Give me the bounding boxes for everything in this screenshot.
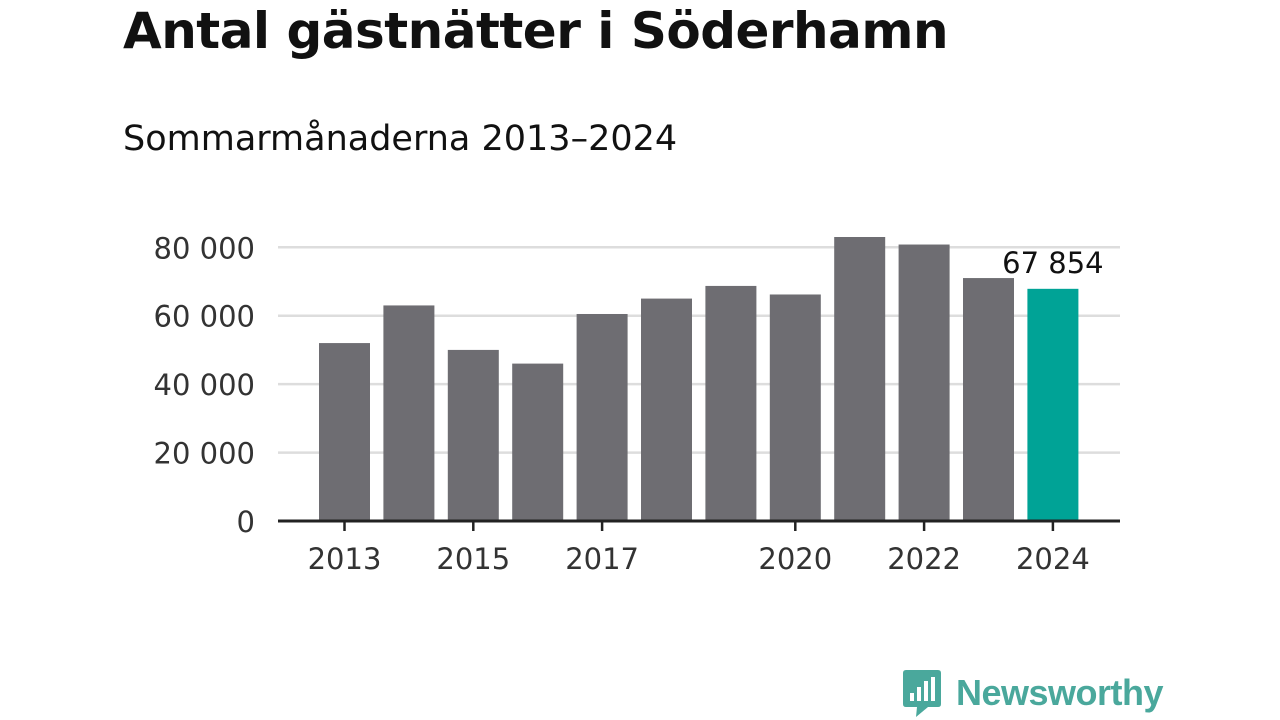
bar-2019 xyxy=(705,285,757,521)
bar-2014 xyxy=(383,305,435,521)
bar-2020 xyxy=(769,294,821,521)
bar-2021 xyxy=(834,237,886,521)
x-tick-label: 2022 xyxy=(887,542,961,576)
brand-name: Newsworthy xyxy=(956,672,1164,713)
x-tick-label: 2017 xyxy=(565,542,639,576)
axes xyxy=(278,519,1120,531)
bar-2023 xyxy=(963,278,1014,521)
chart-title: Antal gästnätter i Söderhamn xyxy=(123,2,949,60)
bar-2024 xyxy=(1027,288,1079,521)
bar-2017 xyxy=(576,313,628,521)
y-tick-label: 40 000 xyxy=(154,368,255,402)
y-tick-label: 0 xyxy=(237,505,255,539)
labels: 0 20 000 40 000 60 000 80 000 2013 2015 2017 202… xyxy=(154,231,1104,576)
chart-subtitle: Sommarmånaderna 2013–2024 xyxy=(123,119,678,159)
bars xyxy=(319,237,1079,521)
bar-chart: 0 20 000 40 000 60 000 80 000 2013 2015 2017 202… xyxy=(154,231,1120,576)
newsworthy-logo: Newsworthy xyxy=(902,668,1164,718)
y-tick-label: 20 000 xyxy=(154,437,255,471)
y-tick-label: 80 000 xyxy=(154,231,255,265)
y-tick-label: 60 000 xyxy=(154,300,255,334)
bar-2015 xyxy=(447,349,499,521)
bar-2018 xyxy=(641,298,692,521)
x-tick-label: 2015 xyxy=(436,542,510,576)
bar-2022 xyxy=(898,244,950,521)
x-tick-label: 2020 xyxy=(758,542,832,576)
x-tick-label: 2024 xyxy=(1016,542,1090,576)
chart-bubble-icon xyxy=(903,670,941,717)
bar-2016 xyxy=(512,363,564,521)
data-label: 67 854 xyxy=(1002,246,1103,280)
x-tick-label: 2013 xyxy=(308,542,382,576)
bar-2013 xyxy=(319,343,370,521)
